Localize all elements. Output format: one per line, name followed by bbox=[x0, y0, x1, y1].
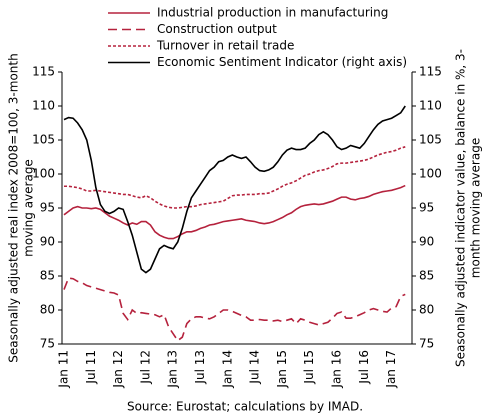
y-tick-label: 75 bbox=[40, 337, 55, 351]
y2-axis-label-line: Seasonally adjusted indicator value, bal… bbox=[454, 49, 468, 367]
legend-label: Economic Sentiment Indicator (right axis… bbox=[157, 55, 407, 69]
y-axis-label-line: Seasonally adjusted real index 2008=100,… bbox=[7, 53, 21, 362]
y-axis-label: Seasonally adjusted real index 2008=100,… bbox=[7, 53, 36, 362]
x-tick-label: Jan 14 bbox=[220, 350, 234, 389]
x-tick-label: Jul 11 bbox=[84, 350, 98, 385]
x-tick-group: Jan 14 bbox=[220, 350, 234, 389]
x-tick-label: Jul 15 bbox=[302, 350, 316, 385]
x-tick-label: Jul 16 bbox=[357, 350, 371, 385]
legend-label: Industrial production in manufacturing bbox=[157, 6, 388, 20]
series-line bbox=[63, 184, 406, 240]
series-line bbox=[63, 105, 406, 274]
y2-axis-label-line: month moving average bbox=[469, 138, 483, 278]
y2-tick-label: 110 bbox=[419, 99, 442, 113]
y-tick-label: 100 bbox=[32, 167, 55, 181]
series-line bbox=[63, 277, 406, 342]
x-tick-group: Jan 15 bbox=[275, 350, 289, 389]
y2-tick-label: 105 bbox=[419, 133, 442, 147]
y-tick-label: 115 bbox=[32, 65, 55, 79]
x-tick-group: Jan 12 bbox=[111, 350, 125, 389]
x-tick-label: Jul 13 bbox=[193, 350, 207, 385]
x-tick-group: Jan 11 bbox=[57, 350, 71, 389]
x-tick-label: Jul 12 bbox=[138, 350, 152, 385]
x-tick-label: Jan 17 bbox=[384, 350, 398, 389]
x-tick-group: Jan 16 bbox=[330, 350, 344, 389]
x-tick-group: Jul 13 bbox=[193, 350, 207, 385]
x-tick-group: Jan 13 bbox=[166, 350, 180, 389]
y-tick-label: 85 bbox=[40, 269, 55, 283]
x-tick-group: Jul 14 bbox=[248, 350, 262, 385]
y-tick-label: 80 bbox=[40, 303, 55, 317]
y2-tick-label: 95 bbox=[419, 201, 434, 215]
y2-axis-label: Seasonally adjusted indicator value, bal… bbox=[454, 49, 483, 367]
x-tick-group: Jul 11 bbox=[84, 350, 98, 385]
y2-tick-label: 80 bbox=[419, 303, 434, 317]
x-tick-group: Jan 17 bbox=[384, 350, 398, 389]
x-tick-label: Jan 12 bbox=[111, 350, 125, 389]
x-tick-label: Jan 13 bbox=[166, 350, 180, 389]
x-tick-label: Jul 14 bbox=[248, 350, 262, 385]
y-tick-label: 110 bbox=[32, 99, 55, 113]
y2-tick-label: 115 bbox=[419, 65, 442, 79]
legend-label: Construction output bbox=[157, 22, 277, 36]
x-tick-group: Jul 12 bbox=[138, 350, 152, 385]
y2-tick-label: 90 bbox=[419, 235, 434, 249]
x-tick-label: Jan 15 bbox=[275, 350, 289, 389]
y-tick-label: 95 bbox=[40, 201, 55, 215]
y-axis-label-line: moving average bbox=[22, 159, 36, 257]
source: Source: Eurostat; calculations by IMAD. bbox=[127, 400, 363, 414]
y2-tick-label: 75 bbox=[419, 337, 434, 351]
x-tick-group: Jul 15 bbox=[302, 350, 316, 385]
y-tick-label: 105 bbox=[32, 133, 55, 147]
x-tick-group: Jul 16 bbox=[357, 350, 371, 385]
x-tick-label: Jan 11 bbox=[57, 350, 71, 389]
y-tick-label: 90 bbox=[40, 235, 55, 249]
x-tick-label: Jan 16 bbox=[330, 350, 344, 389]
legend-label: Turnover in retail trade bbox=[156, 39, 294, 53]
y2-tick-label: 100 bbox=[419, 167, 442, 181]
series-line bbox=[64, 146, 406, 209]
y2-tick-label: 85 bbox=[419, 269, 434, 283]
